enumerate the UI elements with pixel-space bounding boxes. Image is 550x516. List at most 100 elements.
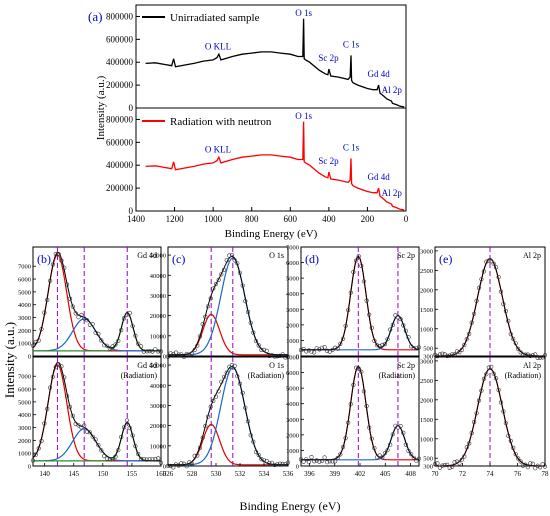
data-point: [267, 353, 272, 359]
data-point: [312, 350, 317, 355]
data-point: [354, 365, 359, 370]
peak-annotation: C 1s: [343, 39, 360, 49]
data-point: [116, 448, 121, 453]
data-point: [367, 425, 372, 430]
data-point: [437, 465, 443, 470]
data-point: [232, 363, 237, 369]
data-point: [153, 456, 158, 462]
data-point: [64, 282, 70, 287]
data-point: [450, 464, 455, 469]
data-point: [540, 462, 545, 467]
data-point: [374, 343, 380, 348]
y-tick-label: 1000: [286, 448, 299, 455]
data-point: [203, 424, 208, 429]
data-point: [70, 413, 75, 419]
data-point: [304, 349, 309, 354]
y-tick-label: 2000: [18, 438, 31, 445]
fit-envelope: [32, 252, 161, 352]
data-point: [411, 455, 416, 460]
data-point: [121, 316, 127, 321]
data-point: [322, 345, 327, 350]
data-point: [506, 433, 511, 438]
data-point: [474, 411, 479, 416]
data-point: [348, 290, 353, 295]
data-point: [338, 341, 343, 347]
panel-title: Sc 2p: [397, 361, 415, 370]
data-point: [486, 258, 491, 263]
x-tick-label: 145: [68, 470, 79, 478]
y-tick-label: 5000: [18, 399, 31, 406]
data-point: [367, 312, 372, 317]
fit-envelope: [32, 362, 161, 462]
bottom-ylabel: Intensity (a.u.): [2, 322, 17, 398]
data-point: [248, 320, 253, 325]
data-point: [503, 421, 509, 426]
y-tick-label: 500: [423, 456, 433, 463]
data-point: [508, 438, 513, 444]
data-point: [216, 277, 221, 283]
y-tick-label: 10000: [150, 333, 166, 340]
y-tick-label: 0: [28, 354, 31, 361]
data-point: [513, 452, 518, 457]
data-point: [494, 376, 499, 381]
y-tick-label: 50000: [150, 363, 166, 370]
data-point: [59, 258, 64, 263]
x-tick-label: 532: [235, 470, 246, 478]
data-point: [67, 404, 73, 409]
data-point: [205, 304, 211, 309]
data-point: [280, 461, 285, 467]
data-point: [269, 460, 275, 465]
fit-component-2: [33, 421, 161, 462]
data-point: [99, 338, 104, 343]
data-point: [62, 375, 67, 380]
panel-a-bottom-frame: [135, 107, 407, 212]
y-tick-label: 0: [28, 464, 31, 471]
data-point: [464, 337, 469, 342]
y-tick-label: 3000: [286, 417, 299, 424]
data-point: [484, 372, 489, 377]
data-point: [256, 343, 261, 348]
data-point: [227, 253, 232, 258]
data-point: [382, 342, 388, 347]
data-point: [525, 465, 531, 470]
data-point: [119, 328, 124, 333]
y-tick-label: 2000: [286, 322, 299, 329]
data-point: [267, 460, 272, 466]
data-point: [203, 314, 208, 319]
data-point: [139, 456, 144, 462]
data-point: [30, 343, 36, 348]
data-point: [506, 318, 511, 324]
peak-annotation: O 1s: [295, 111, 312, 121]
data-point: [158, 349, 164, 354]
data-point: [189, 351, 195, 356]
panel-title: O 1s: [269, 361, 284, 370]
data-point: [176, 463, 181, 468]
panel-a-top-series: [145, 18, 405, 108]
data-point: [235, 261, 240, 266]
data-point: [319, 458, 325, 464]
y-tick-label: 4000: [286, 291, 299, 298]
y-tick-label: 800000: [106, 11, 134, 21]
y-tick-label: 400000: [106, 160, 134, 170]
y-tick-label: 10000: [150, 443, 166, 450]
panel-title: (Radiation): [248, 371, 285, 380]
data-point: [457, 461, 462, 466]
data-point: [520, 463, 526, 468]
data-point: [39, 327, 44, 332]
data-point: [503, 309, 509, 314]
y-tick-label: 0: [163, 354, 166, 361]
y-tick-label: 40000: [150, 383, 166, 390]
data-point: [90, 434, 95, 439]
data-point: [409, 344, 414, 349]
data-point: [309, 349, 314, 354]
data-point: [87, 322, 92, 327]
data-point: [93, 437, 98, 442]
data-point: [452, 352, 457, 357]
data-point: [496, 275, 501, 280]
data-point: [50, 374, 56, 379]
data-point: [130, 433, 135, 438]
data-point: [403, 328, 409, 334]
panel-title: Gd 4d: [137, 251, 157, 260]
data-point: [264, 348, 269, 354]
data-point: [136, 451, 141, 457]
